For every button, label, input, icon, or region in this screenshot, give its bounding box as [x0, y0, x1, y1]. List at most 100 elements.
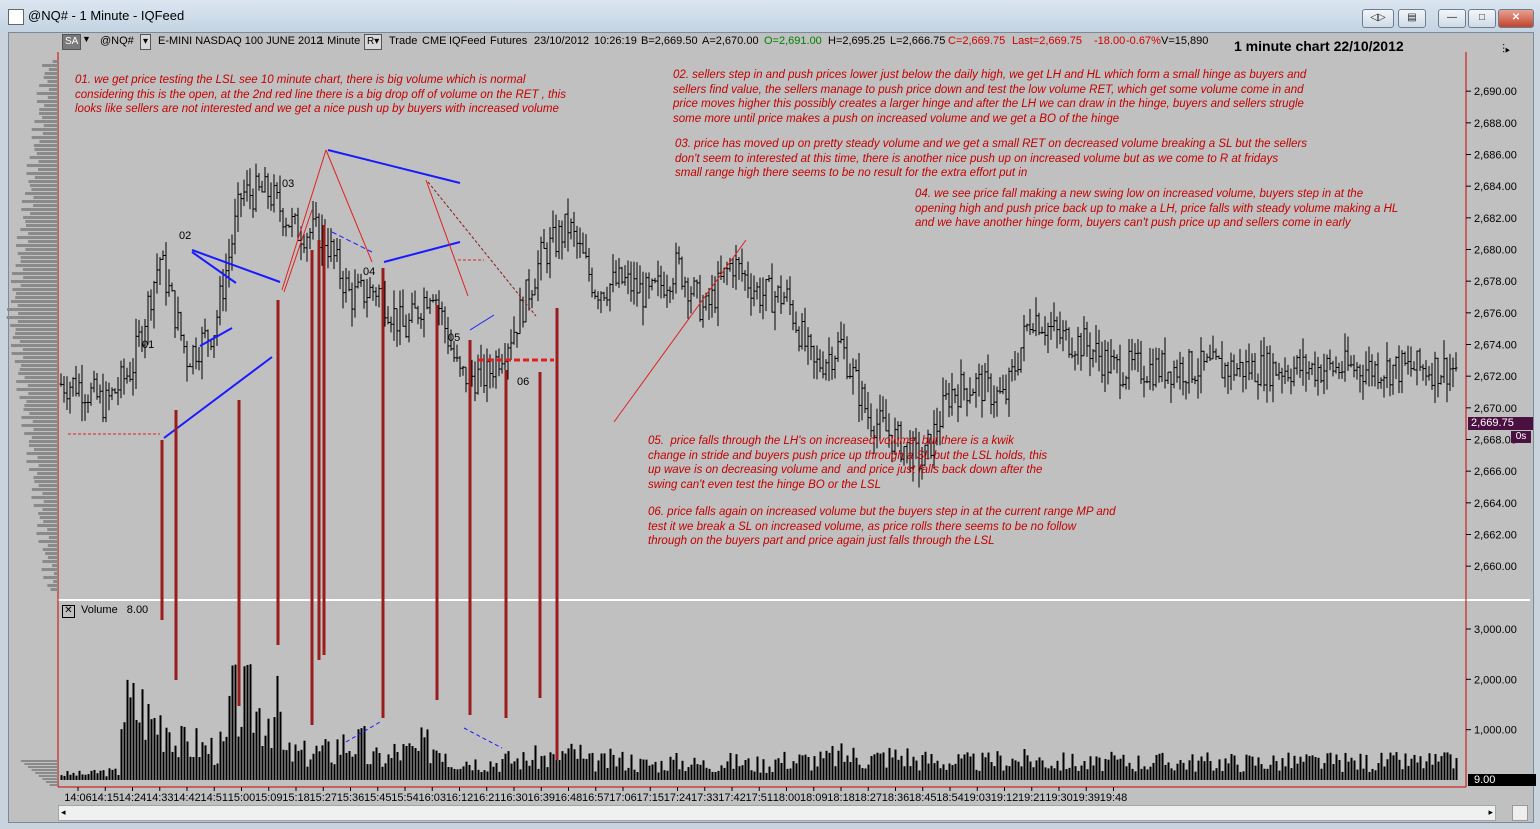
price-bar [173, 290, 177, 339]
price-bar [776, 285, 780, 303]
volume-bar [192, 757, 195, 780]
volume-profile-bar [19, 368, 58, 371]
volume-profile-bar [38, 775, 58, 777]
trendline-02-lh[interactable] [191, 251, 237, 284]
volume-bar [1239, 772, 1242, 780]
volume-bar [1017, 761, 1020, 780]
volume-trendline-b[interactable] [463, 727, 503, 749]
horizontal-scrollbar[interactable]: ◂ ▸ [58, 805, 1496, 821]
volume-bar [1086, 769, 1089, 780]
time-tick-label: 17:33 [691, 792, 719, 804]
volume-profile-bar [15, 296, 59, 299]
price-bar [800, 313, 804, 350]
price-bar [1367, 346, 1371, 387]
volume-profile-bar [28, 440, 58, 443]
scroll-left-icon[interactable]: ◂ [61, 807, 66, 817]
volume-profile-bar [35, 772, 58, 774]
fan-line-a[interactable] [281, 149, 327, 291]
price-bar [569, 218, 573, 240]
price-bar [374, 287, 378, 307]
price-bar [389, 316, 393, 333]
price-bar [1409, 346, 1413, 377]
volume-profile-bar [31, 436, 58, 439]
trendline-02-resistance[interactable] [191, 249, 281, 283]
price-bar [407, 313, 411, 343]
price-bar [155, 253, 159, 294]
volume-bar [108, 768, 111, 780]
time-axis-ticks: 14:06 14:15 14:24 14:33 14:42 14:51 15:00 15:09… [64, 787, 1127, 804]
price-bar [1331, 360, 1335, 377]
price-bar [854, 359, 858, 372]
volume-bars [60, 664, 1458, 780]
symbol-label[interactable]: @NQ# [100, 35, 134, 47]
trendline-02-hl[interactable] [199, 327, 233, 347]
price-bar [368, 277, 372, 299]
symbol-dropdown-icon[interactable]: ▾ [140, 34, 152, 50]
trendline-03-resistance[interactable] [327, 149, 461, 184]
price-bar [116, 377, 120, 406]
time-tick-label: 16:57 [582, 792, 610, 804]
volume-profile-bar [26, 172, 58, 175]
price-bar [236, 182, 240, 232]
r-dropdown[interactable]: R▾ [364, 34, 383, 50]
scroll-right-icon[interactable]: ▸ [1488, 807, 1493, 817]
trendline-04-support[interactable] [383, 241, 461, 263]
volume-bar [1170, 768, 1173, 780]
volume-bar [666, 770, 669, 780]
volume-profile-bar [24, 376, 59, 379]
price-bar [755, 282, 759, 300]
volume-bar [261, 746, 264, 780]
trendline-01-support[interactable] [163, 356, 273, 439]
interval-label[interactable]: 1 Minute [318, 35, 361, 47]
volume-bar [396, 751, 399, 780]
volume-bar [1410, 758, 1413, 780]
price-bar [485, 348, 489, 403]
tile-icon[interactable]: ◁▷ [1362, 9, 1394, 28]
uptrend-line[interactable] [613, 239, 747, 423]
maximize-icon[interactable]: □ [1468, 9, 1496, 28]
price-bar [734, 244, 738, 290]
price-bar [176, 296, 180, 331]
volume-bar [954, 763, 957, 780]
mode-dropdown-icon[interactable]: ▼ [82, 34, 91, 44]
price-bar [833, 355, 837, 379]
time-tick-label: 17:42 [718, 792, 746, 804]
volume-bar [312, 753, 315, 780]
volume-bar [1083, 761, 1086, 780]
price-bar [1244, 349, 1248, 390]
price-bar [1031, 323, 1035, 334]
price-bar [1172, 360, 1176, 389]
mode-button[interactable]: SA [62, 34, 82, 50]
volume-bar [849, 761, 852, 780]
annotation-drawings[interactable] [68, 149, 747, 760]
volume-bar [1332, 764, 1335, 780]
volume-bar [390, 758, 393, 780]
volume-bar [1104, 758, 1107, 780]
volume-bar [921, 755, 924, 780]
price-bar [824, 359, 828, 381]
close-icon[interactable]: ✕ [1498, 9, 1534, 28]
remove-indicator-icon[interactable]: ✕ [62, 605, 75, 618]
price-bar [1433, 351, 1437, 404]
fan-line-e[interactable] [427, 181, 537, 317]
price-bar [338, 238, 342, 290]
price-bar [788, 276, 792, 315]
price-axis-ticks: 2,660.00 2,662.00 2,664.00 2,666.00 2,668.00… [1466, 86, 1517, 573]
note-02: 02. sellers step in and push prices lowe… [673, 69, 1307, 125]
layout-icon[interactable]: ▤ [1398, 9, 1426, 28]
minimize-icon[interactable]: — [1438, 9, 1466, 28]
price-bar [881, 396, 885, 423]
volume-bar [1113, 755, 1116, 780]
trendline-05[interactable] [469, 314, 495, 331]
fan-line-d[interactable] [425, 179, 469, 297]
title-bar: @NQ# - 1 Minute - IQFeed ◁▷ ▤ — □ ✕ [0, 0, 1540, 32]
volume-bar [207, 753, 210, 780]
price-bar [1376, 352, 1380, 390]
price-bar [410, 292, 414, 324]
settings-icon[interactable]: ⫶▸ [1502, 42, 1511, 56]
fan-line-b[interactable] [283, 209, 313, 293]
volume-profile-bar [43, 500, 58, 503]
fan-line-c[interactable] [325, 149, 373, 263]
price-bar [620, 266, 624, 285]
